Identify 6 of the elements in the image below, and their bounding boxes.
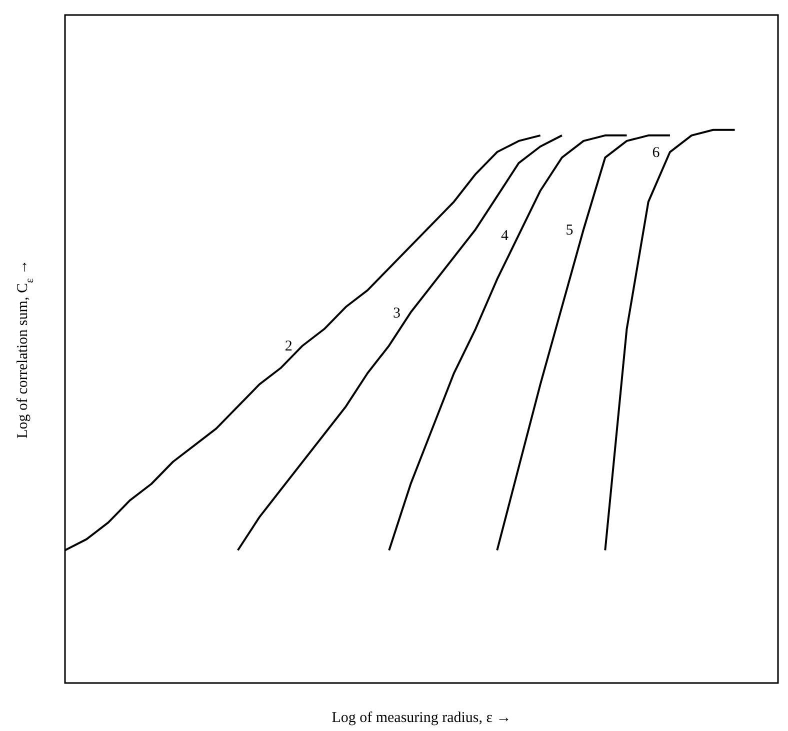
series-label: 5 [566,222,574,238]
series-label: 3 [392,305,400,322]
series-label: 6 [652,145,660,162]
x-axis-title: Log of measuring radius, ε → [332,710,512,726]
series-label: 2 [284,338,292,355]
series-label: 4 [500,228,509,244]
